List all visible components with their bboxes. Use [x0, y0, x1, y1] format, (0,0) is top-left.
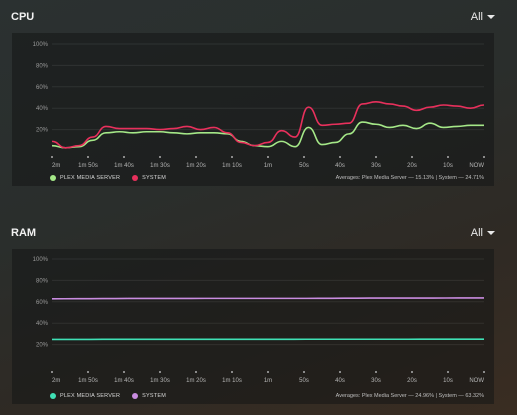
ram-range-dropdown[interactable]: All: [471, 227, 495, 239]
x-tick-label: NOW: [469, 163, 484, 169]
y-tick-label: 100%: [33, 257, 49, 263]
x-tick-label: 1m 50s: [78, 163, 98, 169]
y-tick-label: 60%: [36, 85, 49, 91]
cpu-chart-panel: 100% 80% 60% 40% 20% 2m 1m 50s 1m 40s 1m 30s 1m 2…: [12, 33, 494, 186]
x-tick-mark: [483, 156, 485, 158]
x-tick-label: 30s: [371, 163, 381, 169]
series-line-1: [51, 297, 484, 300]
ram-legend-plex-label: PLEX MEDIA SERVER: [60, 393, 121, 399]
x-tick-label: 10s: [443, 378, 453, 384]
x-tick-label: 50s: [299, 163, 309, 169]
y-tick-label: 60%: [36, 300, 49, 306]
ram-averages: Averages: Plex Media Server — 24.96% | S…: [335, 393, 484, 399]
x-tick-label: 1m 50s: [78, 378, 98, 384]
x-tick-mark: [231, 371, 233, 373]
x-tick-mark: [51, 156, 53, 158]
y-tick-label: 80%: [36, 63, 49, 69]
cpu-range-dropdown[interactable]: All: [471, 11, 495, 23]
x-tick-label: 1m 10s: [222, 163, 242, 169]
x-tick-mark: [231, 156, 233, 158]
x-tick-label: NOW: [469, 378, 484, 384]
x-tick-mark: [51, 371, 53, 373]
x-tick-label: 1m 10s: [222, 378, 242, 384]
x-tick-mark: [267, 371, 269, 373]
x-tick-mark: [447, 371, 449, 373]
x-tick-mark: [123, 156, 125, 158]
cpu-legend-system[interactable]: SYSTEM: [132, 175, 166, 181]
cpu-legend-system-label: SYSTEM: [142, 175, 166, 181]
x-tick-mark: [375, 156, 377, 158]
x-tick-label: 1m 30s: [150, 163, 170, 169]
series-line-1: [51, 100, 485, 149]
x-tick-mark: [303, 371, 305, 373]
x-tick-mark: [411, 156, 413, 158]
y-tick-label: 40%: [36, 321, 49, 327]
x-tick-mark: [123, 371, 125, 373]
x-tick-mark: [195, 371, 197, 373]
x-tick-mark: [87, 156, 89, 158]
x-tick-label: 1m 20s: [186, 163, 206, 169]
x-tick-label: 2m: [52, 378, 60, 384]
chevron-down-icon: [487, 15, 495, 19]
legend-dot-icon: [50, 175, 56, 181]
ram-title: RAM: [11, 227, 37, 239]
legend-dot-icon: [132, 393, 139, 399]
x-tick-mark: [375, 371, 377, 373]
cpu-chart: 100% 80% 60% 40% 20% 2m 1m 50s 1m 40s 1m 30s 1m 2…: [33, 42, 485, 169]
x-tick-label: 40s: [335, 163, 345, 169]
chevron-down-icon: [487, 231, 495, 235]
cpu-legend: PLEX MEDIA SERVER SYSTEM: [50, 175, 172, 181]
x-tick-label: 1m 40s: [114, 163, 134, 169]
x-tick-mark: [267, 156, 269, 158]
x-tick-label: 1m: [264, 163, 272, 169]
ram-section: RAM All 100% 80% 60% 40% 20% 2m 1m 50s 1m 40s 1m…: [0, 215, 517, 415]
ram-legend-plex[interactable]: PLEX MEDIA SERVER: [50, 393, 120, 399]
cpu-range-label: All: [470, 11, 483, 23]
ram-legend-system[interactable]: SYSTEM: [132, 393, 166, 399]
y-tick-label: 40%: [36, 106, 49, 112]
x-tick-mark: [159, 371, 161, 373]
x-tick-mark: [159, 156, 161, 158]
x-tick-label: 20s: [407, 378, 417, 384]
y-tick-label: 20%: [36, 128, 49, 134]
cpu-legend-plex[interactable]: PLEX MEDIA SERVER: [50, 175, 120, 181]
x-tick-mark: [195, 156, 197, 158]
x-tick-label: 50s: [299, 378, 309, 384]
ram-chart-panel: 100% 80% 60% 40% 20% 2m 1m 50s 1m 40s 1m 30s 1m 2…: [12, 249, 494, 404]
x-tick-label: 2m: [52, 163, 60, 169]
ram-legend: PLEX MEDIA SERVER SYSTEM: [50, 393, 172, 399]
y-tick-label: 80%: [36, 278, 49, 284]
cpu-title: CPU: [11, 11, 35, 23]
x-tick-label: 20s: [407, 163, 417, 169]
x-tick-mark: [87, 371, 89, 373]
x-tick-label: 1m 30s: [150, 378, 170, 384]
x-tick-label: 1m: [264, 378, 272, 384]
x-tick-mark: [447, 156, 449, 158]
cpu-legend-plex-label: PLEX MEDIA SERVER: [60, 175, 121, 181]
legend-dot-icon: [132, 175, 139, 181]
y-tick-label: 100%: [33, 42, 49, 48]
x-tick-mark: [411, 371, 413, 373]
x-tick-mark: [339, 371, 341, 373]
x-tick-label: 40s: [335, 378, 345, 384]
legend-dot-icon: [50, 393, 56, 399]
cpu-section: CPU All 100% 80% 60% 40% 20% 2m 1m 50s 1m 40s 1m…: [0, 0, 517, 200]
x-tick-label: 1m 40s: [114, 378, 134, 384]
x-tick-mark: [339, 156, 341, 158]
y-tick-label: 20%: [36, 343, 49, 349]
series-line-0: [51, 121, 484, 149]
ram-legend-system-label: SYSTEM: [142, 393, 166, 399]
x-tick-mark: [303, 156, 305, 158]
x-tick-label: 10s: [443, 163, 453, 169]
ram-chart: 100% 80% 60% 40% 20% 2m 1m 50s 1m 40s 1m 30s 1m 2…: [33, 257, 485, 384]
x-tick-label: 30s: [371, 378, 381, 384]
x-tick-mark: [483, 371, 485, 373]
ram-range-label: All: [470, 227, 483, 239]
cpu-averages: Averages: Plex Media Server — 15.13% | S…: [335, 175, 484, 181]
x-tick-label: 1m 20s: [186, 378, 206, 384]
